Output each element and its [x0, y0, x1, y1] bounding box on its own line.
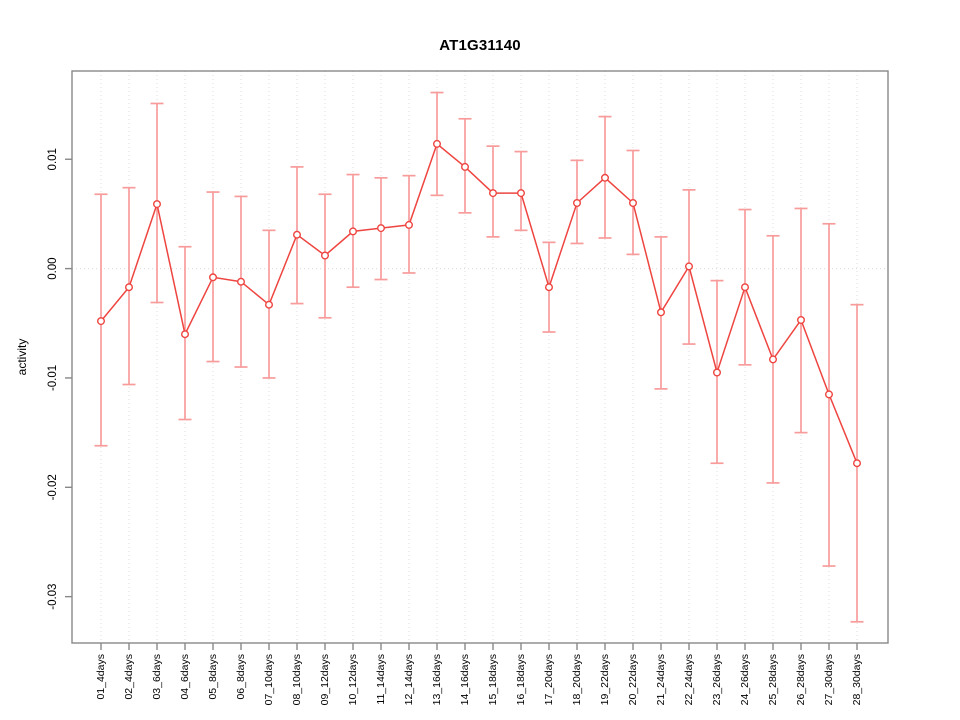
x-tick-label: 01_4days — [95, 654, 107, 700]
data-line — [100, 142, 858, 464]
x-tick-label: 07_10days — [263, 654, 275, 705]
data-point — [573, 198, 582, 207]
data-point — [741, 283, 750, 292]
x-tick-label: 06_8days — [235, 654, 247, 700]
data-point — [853, 459, 862, 468]
x-tick-label: 14_16days — [459, 654, 471, 705]
x-tick-label: 24_26days — [739, 654, 751, 705]
x-tick-label: 19_22days — [599, 654, 611, 705]
y-axis-label: activity — [15, 338, 29, 376]
x-tick-label: 28_30days — [851, 654, 863, 705]
data-point — [321, 251, 330, 260]
data-point — [265, 300, 274, 309]
x-tick-label: 11_14days — [375, 654, 387, 705]
x-tick-label: 16_18days — [515, 654, 527, 705]
data-point — [517, 189, 526, 198]
data-point — [629, 198, 638, 207]
x-tick-label: 09_12days — [319, 654, 331, 705]
data-point — [124, 283, 133, 292]
data-point — [293, 230, 302, 239]
plot-frame — [71, 70, 889, 644]
y-tick-label: 0.01 — [47, 148, 59, 170]
data-point — [545, 283, 554, 292]
x-tick-label: 27_30days — [823, 654, 835, 705]
x-tick-label: 12_14days — [403, 654, 415, 705]
x-tick-label: 05_8days — [207, 654, 219, 700]
data-point — [685, 262, 694, 271]
data-point — [769, 355, 778, 364]
x-tick-label: 18_20days — [571, 654, 583, 705]
x-tick-label: 25_28days — [767, 654, 779, 705]
x-tick-label: 02_4days — [123, 654, 135, 700]
x-tick-label: 15_18days — [487, 654, 499, 705]
x-tick-label: 08_10days — [291, 654, 303, 705]
chart-title: AT1G31140 — [439, 37, 521, 54]
x-tick-label: 10_12days — [347, 654, 359, 705]
y-tick-label: -0.03 — [47, 584, 59, 610]
y-tick-label: 0.00 — [47, 257, 59, 279]
data-point — [349, 227, 358, 236]
x-tick-label: 13_16days — [431, 654, 443, 705]
data-point — [713, 368, 722, 377]
x-tick-label: 22_24days — [683, 654, 695, 705]
x-tick-label: 17_20days — [543, 654, 555, 705]
data-point — [208, 273, 217, 282]
data-point — [180, 330, 189, 339]
data-point — [236, 277, 245, 286]
data-point — [601, 173, 610, 182]
y-tick-label: -0.02 — [47, 474, 59, 500]
x-tick-label: 26_28days — [795, 654, 807, 705]
x-tick-label: 04_6days — [179, 654, 191, 700]
data-point — [797, 316, 806, 325]
data-point — [405, 220, 414, 229]
y-tick-label: -0.01 — [47, 365, 59, 391]
data-point — [433, 139, 442, 148]
x-tick-label: 03_6days — [151, 654, 163, 700]
data-point — [152, 200, 161, 209]
x-tick-label: 21_24days — [655, 654, 667, 705]
data-point — [461, 162, 470, 171]
data-point — [377, 224, 386, 233]
data-point — [96, 317, 105, 326]
data-point — [825, 390, 834, 399]
data-point — [489, 189, 498, 198]
data-point — [657, 308, 666, 317]
x-tick-label: 20_22days — [627, 654, 639, 705]
x-tick-label: 23_26days — [711, 654, 723, 705]
